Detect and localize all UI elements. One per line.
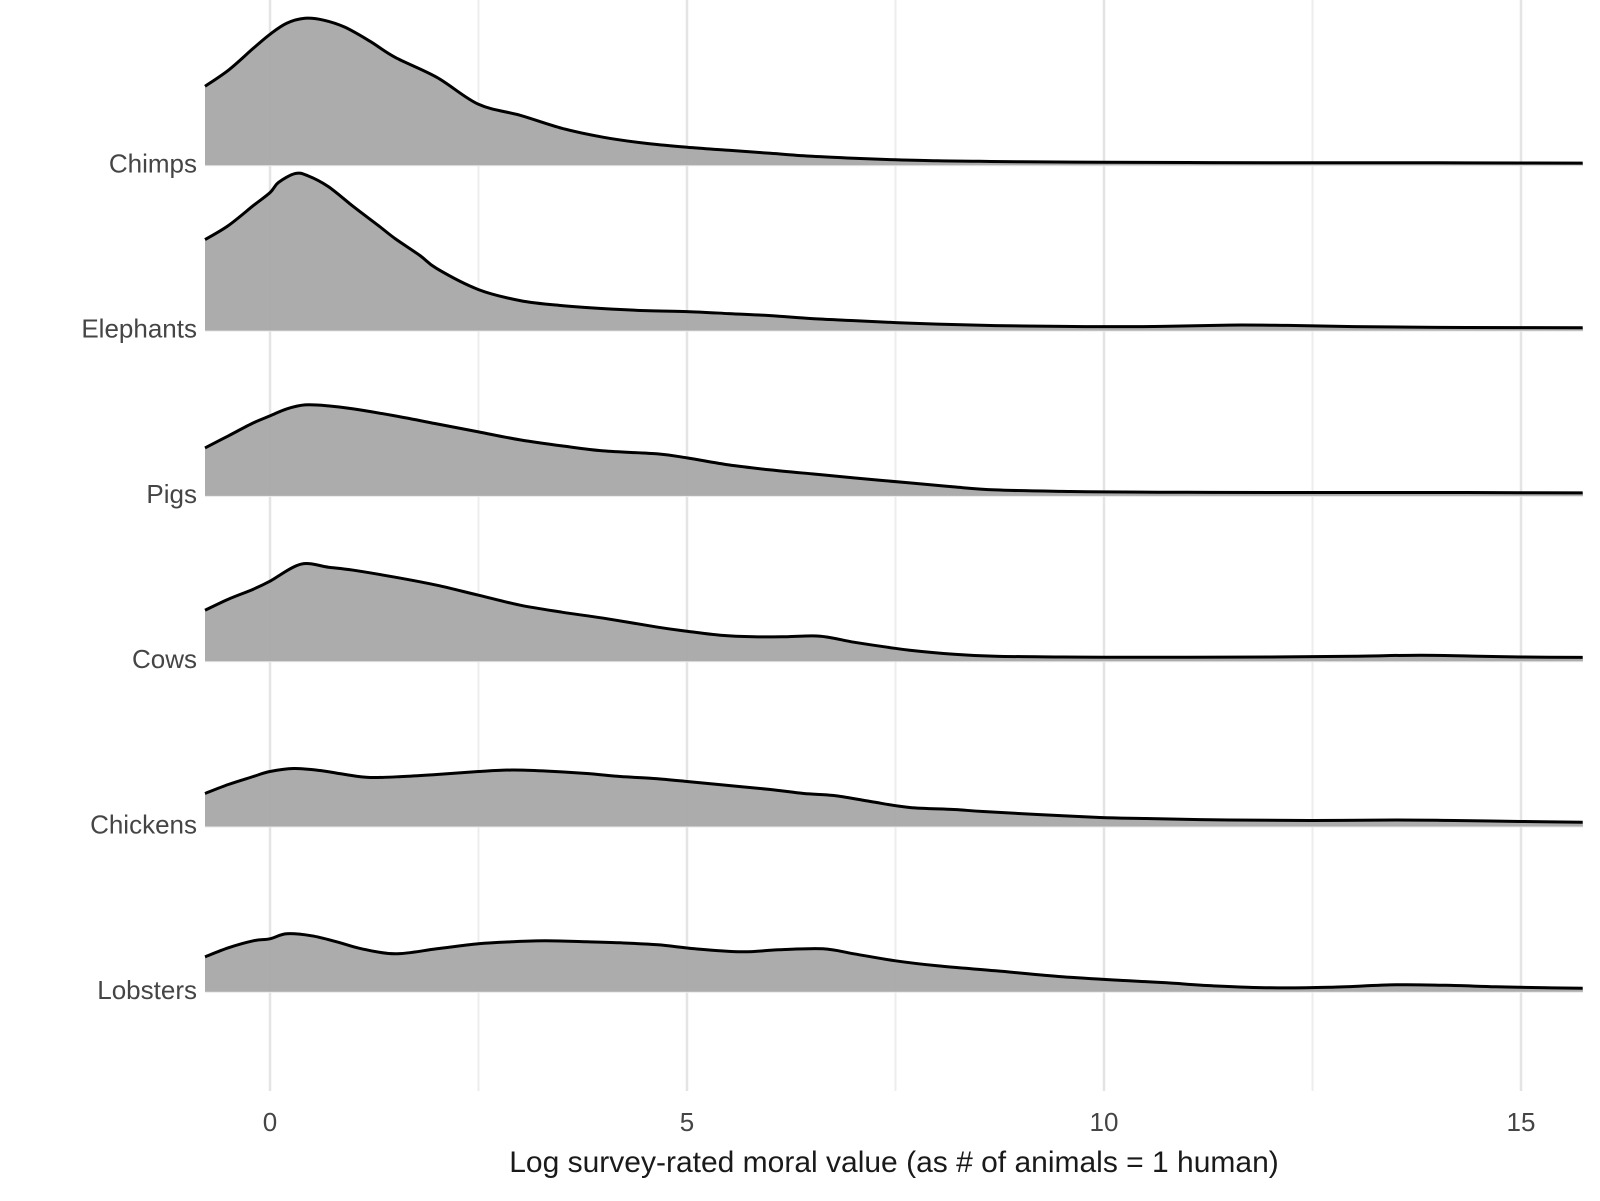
category-label-chickens: Chickens <box>90 810 197 840</box>
ridge-fill-chimps <box>205 18 1583 166</box>
category-axis-labels: Chimps Elephants Pigs Cows Chickens Lobsters <box>81 148 197 1005</box>
x-tick-label-0: 0 <box>263 1107 277 1137</box>
category-label-chimps: Chimps <box>109 148 197 178</box>
ridge-fill-lobsters <box>205 933 1583 992</box>
density-ridges <box>204 16 1583 992</box>
ridge-outline-pigs <box>204 403 1583 495</box>
x-tick-label-10: 10 <box>1090 1107 1119 1137</box>
gridlines-minor <box>477 0 1314 1091</box>
x-tick-label-15: 15 <box>1507 1107 1536 1137</box>
x-tick-label-5: 5 <box>680 1107 694 1137</box>
ridge-outline-chickens <box>204 766 1583 824</box>
category-label-pigs: Pigs <box>146 479 197 509</box>
x-axis-tick-labels: 0 5 10 15 <box>263 1107 1536 1137</box>
ridge-fill-chickens <box>205 768 1583 827</box>
ridge-fill-cows <box>205 563 1583 662</box>
ridge-fill-pigs <box>205 404 1583 496</box>
ridge-outline-elephants <box>204 171 1583 330</box>
ridge-outline-cows <box>204 562 1583 659</box>
category-label-cows: Cows <box>132 644 197 674</box>
x-axis-title: Log survey-rated moral value (as # of an… <box>509 1146 1279 1179</box>
category-label-lobsters: Lobsters <box>97 975 197 1005</box>
ridge-fill-elephants <box>205 173 1583 331</box>
category-label-elephants: Elephants <box>81 314 197 344</box>
gridlines-major <box>268 0 1523 1091</box>
ridge-outline-lobsters <box>204 932 1583 990</box>
ridge-outline-chimps <box>204 16 1583 165</box>
